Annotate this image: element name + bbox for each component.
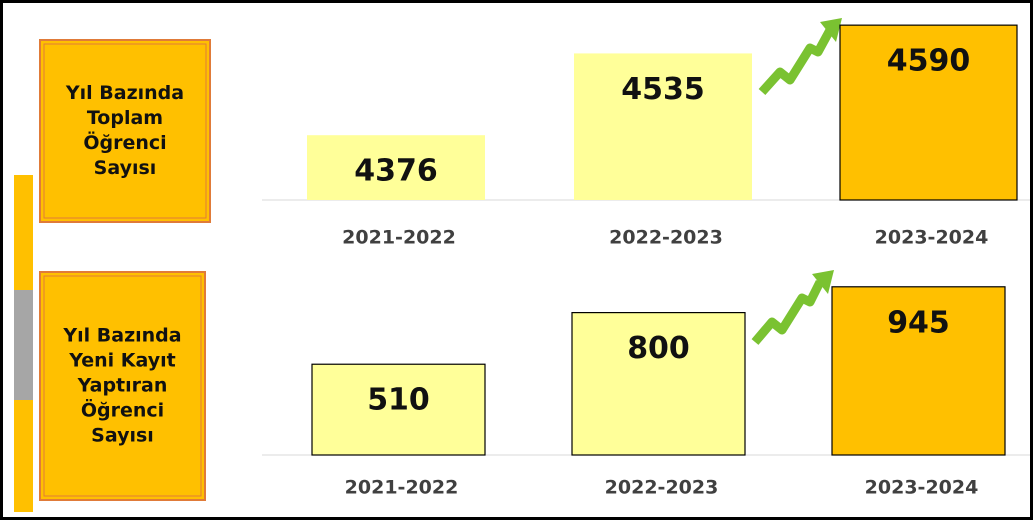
- bar: [839, 24, 1018, 201]
- value-label: 4535: [621, 72, 705, 107]
- category-label: 2022-2023: [605, 477, 719, 499]
- category-label: 2023-2024: [865, 477, 979, 499]
- label-text: Yıl Bazında: [62, 325, 181, 347]
- label-text: Sayısı: [91, 425, 154, 447]
- label-box-inner: [43, 275, 202, 497]
- arrow-icon: [758, 18, 842, 96]
- bar: [311, 363, 486, 456]
- label-text: Öğrenci: [83, 130, 166, 154]
- side-strip: [14, 290, 33, 400]
- label-text: Toplam: [87, 107, 163, 129]
- label-text: Yıl Bazında: [65, 82, 184, 104]
- label-box: [39, 271, 206, 501]
- value-label: 4590: [887, 44, 971, 79]
- category-label: 2021-2022: [345, 477, 459, 499]
- category-label: 2023-2024: [875, 227, 989, 249]
- bar: [574, 53, 752, 200]
- label-text: Yaptıran: [77, 375, 168, 397]
- label-text: Öğrenci: [81, 398, 164, 422]
- bar: [571, 312, 746, 456]
- category-label: 2022-2023: [609, 227, 723, 249]
- side-strip: [14, 175, 33, 290]
- value-label: 510: [367, 383, 430, 418]
- bar: [307, 135, 485, 200]
- value-label: 945: [887, 305, 950, 340]
- category-label: 2021-2022: [342, 227, 456, 249]
- value-label: 4376: [354, 154, 438, 189]
- value-label: 800: [627, 331, 690, 366]
- arrow-icon: [751, 270, 834, 345]
- label-text: Sayısı: [94, 157, 157, 179]
- label-box: [39, 39, 211, 223]
- side-strip: [14, 400, 33, 512]
- label-box-inner: [43, 43, 207, 219]
- label-text: Yeni Kayıt: [68, 350, 176, 372]
- bar: [831, 286, 1006, 456]
